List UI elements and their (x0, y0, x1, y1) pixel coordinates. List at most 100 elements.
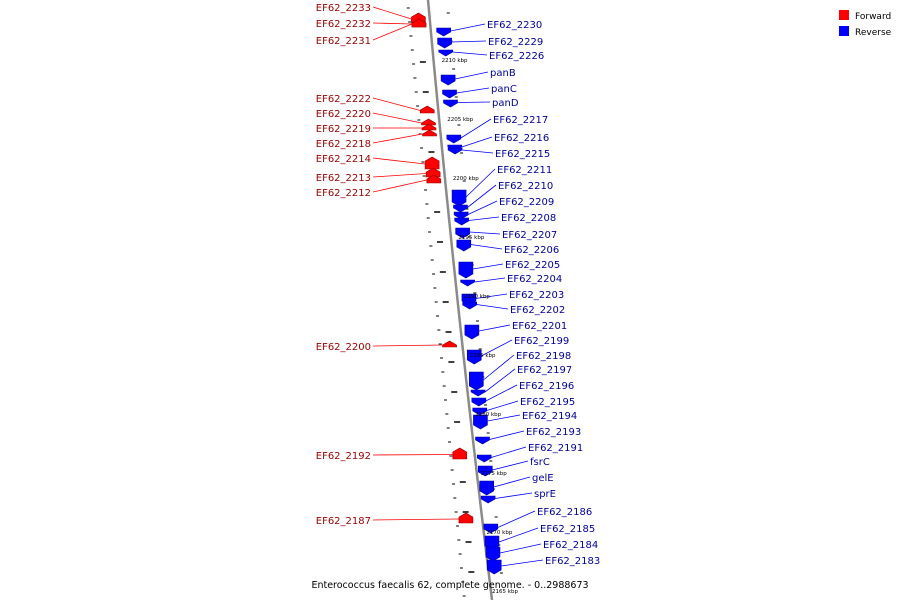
gene-reverse (438, 49, 454, 57)
genome-title: Enterococcus faecalis 62, complete genom… (311, 580, 588, 591)
gene-reverse (443, 99, 458, 108)
gene-reverse (451, 189, 467, 207)
label-line-forward (372, 518, 459, 521)
gene-forward (419, 105, 435, 114)
gene-label-reverse: EF62_2185 (540, 524, 595, 535)
gene-label-reverse: EF62_2199 (514, 336, 569, 347)
gene-label-forward: EF62_2231 (316, 36, 371, 47)
label-line-reverse (493, 476, 531, 488)
label-line-reverse (452, 51, 488, 56)
legend-swatch-forward (839, 10, 849, 20)
label-lines (372, 6, 544, 567)
gene-reverse (485, 546, 501, 562)
gene-label-reverse: gelE (532, 473, 554, 484)
scale-label: 2185 kbp (470, 353, 496, 359)
scale-label: 2165 kbp (492, 589, 518, 595)
gene-label-reverse: EF62_2203 (509, 290, 564, 301)
gene-forward (426, 174, 442, 184)
gene-label-reverse: EF62_2211 (497, 165, 552, 176)
label-line-reverse (501, 559, 544, 567)
gene-reverse (455, 227, 470, 239)
gene-label-reverse: EF62_2194 (522, 411, 577, 422)
scale-label: 2180 kbp (475, 412, 501, 418)
gene-label-reverse: EF62_2197 (517, 365, 572, 376)
label-line-reverse (481, 339, 513, 357)
gene-label-reverse: EF62_2183 (545, 556, 600, 567)
label-line-reverse (487, 414, 521, 422)
scale-label: 2175 kbp (481, 471, 507, 477)
gene-forward (424, 156, 440, 170)
gene-label-reverse: panB (490, 68, 516, 79)
gene-reverse (471, 397, 487, 407)
gene-reverse (476, 454, 492, 463)
gene-label-reverse: EF62_2226 (489, 51, 544, 62)
label-line-forward (372, 22, 413, 25)
gene-forward (442, 340, 457, 348)
label-line-forward (372, 344, 443, 347)
label-line-forward (372, 179, 427, 193)
gene-reverse (462, 301, 477, 310)
label-line-reverse (499, 543, 542, 554)
gene-reverse (456, 239, 472, 252)
gene-labels: EF62_2233 EF62_2232 EF62_2231 EF62_2222 EF62… (316, 3, 601, 567)
gene-label-forward: EF62_2233 (316, 3, 371, 14)
gene-label-reverse: sprE (534, 489, 556, 500)
gene-reverse (437, 37, 452, 49)
label-line-reverse (476, 304, 509, 310)
gene-label-reverse: EF62_2209 (499, 197, 554, 208)
gene-label-forward: EF62_2214 (316, 154, 371, 165)
gene-label-reverse: EF62_2229 (488, 37, 543, 48)
legend: Forward Reverse (839, 10, 892, 38)
gene-reverse (486, 559, 502, 575)
label-line-reverse (470, 244, 503, 250)
label-line-forward (372, 23, 413, 41)
gene-label-forward: EF62_2192 (316, 451, 371, 462)
gene-label-reverse: EF62_2204 (507, 274, 562, 285)
legend-label-forward: Forward (855, 12, 891, 22)
label-line-reverse (478, 324, 511, 332)
gene-forward (421, 118, 436, 126)
gene-reverse (466, 349, 482, 365)
gene-label-reverse: panC (491, 84, 517, 95)
label-line-reverse (489, 430, 525, 440)
gene-reverse (453, 211, 469, 220)
gene-label-reverse: EF62_2207 (502, 230, 557, 241)
label-line-forward (372, 454, 453, 456)
label-line-reverse (456, 87, 490, 94)
label-line-reverse (457, 101, 491, 103)
gene-label-reverse: EF62_2195 (520, 397, 575, 408)
label-line-reverse (475, 293, 508, 299)
gene-label-reverse: EF62_2210 (498, 181, 553, 192)
label-line-reverse (491, 446, 527, 458)
gene-reverse (458, 261, 474, 279)
gene-label-reverse: EF62_2201 (512, 321, 567, 332)
gene-label-forward: EF62_2219 (316, 124, 371, 135)
label-line-reverse (492, 460, 529, 471)
scale-label: 2190 kbp (464, 294, 490, 300)
label-line-reverse (455, 71, 489, 80)
label-line-reverse (472, 263, 504, 270)
gene-label-reverse: EF62_2205 (505, 260, 560, 271)
legend-label-reverse: Reverse (855, 28, 892, 38)
label-line-reverse (467, 184, 497, 208)
label-line-forward (372, 112, 422, 124)
gene-reverse (447, 147, 463, 155)
legend-swatch-reverse (839, 26, 849, 36)
gene-reverse (469, 371, 484, 391)
label-line-reverse (462, 149, 494, 154)
scale-label: 2195 kbp (458, 235, 484, 241)
label-line-reverse (484, 368, 516, 393)
label-line-reverse (460, 118, 492, 139)
label-line-forward (372, 133, 423, 144)
scale-label: 2170 kbp (486, 530, 512, 536)
gene-label-reverse: EF62_2215 (495, 149, 550, 160)
gene-label-reverse: EF62_2196 (519, 381, 574, 392)
genes (411, 12, 502, 575)
label-line-reverse (474, 277, 506, 283)
gene-reverse (442, 89, 457, 99)
label-line-forward (372, 173, 427, 178)
gene-label-reverse: EF62_2206 (504, 245, 559, 256)
label-line-reverse (450, 23, 486, 32)
label-line-forward (372, 97, 421, 111)
